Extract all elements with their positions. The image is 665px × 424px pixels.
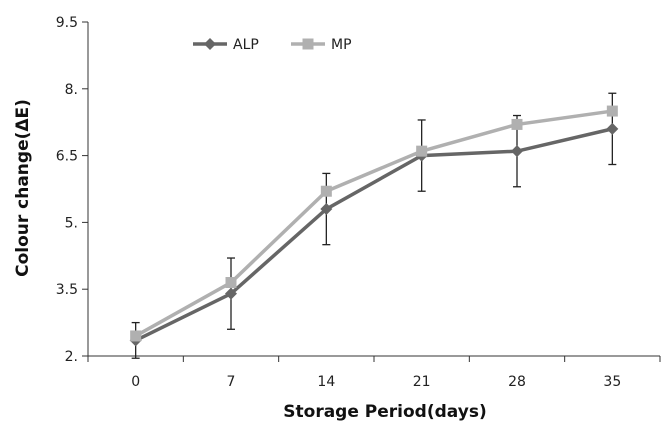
y-tick-label: 9.5 xyxy=(56,15,78,31)
data-point-mp xyxy=(416,145,428,157)
y-axis-title: Colour change(ΔE) xyxy=(13,99,33,277)
y-axis-ticks: 2. 3.5 5. 6.5 8. 9.5 xyxy=(56,15,88,365)
series-line-alp xyxy=(134,127,613,342)
data-point-mp xyxy=(225,277,237,289)
legend: ALP MP xyxy=(193,37,352,53)
legend-label: MP xyxy=(331,37,352,53)
legend-marker xyxy=(302,38,314,50)
x-axis-ticks: 0 7 14 21 28 35 xyxy=(87,356,661,390)
series-group xyxy=(129,105,619,347)
series-line-mp xyxy=(134,109,613,338)
legend-item-alp: ALP xyxy=(193,37,259,53)
legend-item-mp: MP xyxy=(291,37,352,53)
data-point-alp xyxy=(511,145,523,158)
error-bars xyxy=(131,92,617,359)
y-tick-label: 6.5 xyxy=(56,149,78,165)
x-tick-label: 21 xyxy=(413,374,431,390)
data-point-mp xyxy=(130,330,142,342)
x-tick-label: 14 xyxy=(317,374,335,390)
plot-area: 2. 3.5 5. 6.5 8. 9.5 0 7 14 21 28 35 xyxy=(56,15,661,390)
legend-label: ALP xyxy=(233,37,259,53)
x-axis-title: Storage Period(days) xyxy=(283,402,486,422)
y-tick-label: 2. xyxy=(65,349,78,365)
data-point-alp xyxy=(606,122,619,135)
data-point-alp xyxy=(320,203,333,216)
data-point-mp xyxy=(511,118,523,130)
data-point-mp xyxy=(606,105,618,117)
y-tick-label: 3.5 xyxy=(56,282,78,298)
x-tick-label: 7 xyxy=(227,374,236,390)
legend-marker xyxy=(204,38,216,50)
data-point-alp xyxy=(225,287,237,300)
series-alp xyxy=(129,122,619,347)
y-tick-label: 8. xyxy=(65,82,78,98)
x-tick-label: 28 xyxy=(508,374,526,390)
data-point-mp xyxy=(320,185,332,197)
y-tick-label: 5. xyxy=(65,215,78,231)
x-tick-label: 35 xyxy=(603,374,621,390)
series-mp xyxy=(130,105,618,342)
x-tick-label: 0 xyxy=(131,374,140,390)
